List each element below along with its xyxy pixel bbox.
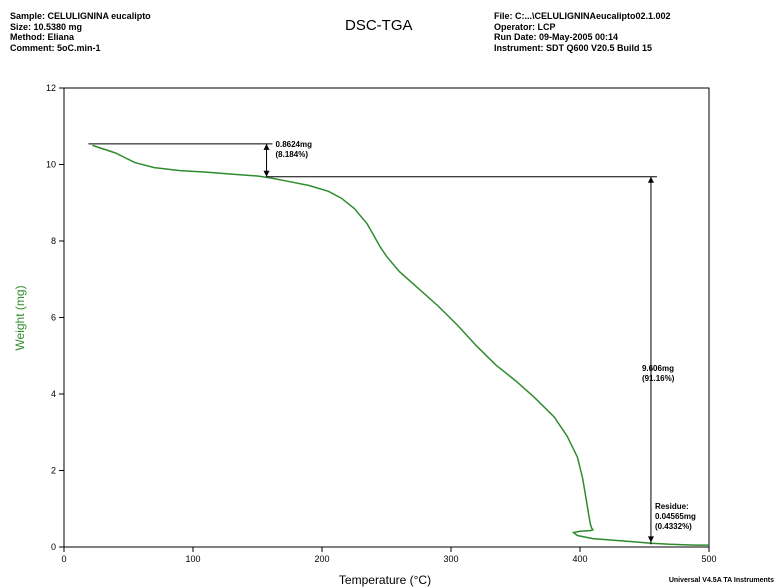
y-tick-label: 0: [51, 542, 56, 552]
operator-line: Operator: LCP: [494, 21, 556, 32]
arrow-head: [263, 170, 270, 177]
residue-label: Residue:: [655, 502, 689, 511]
method-line: Method: Eliana: [10, 32, 75, 42]
y-tick-label: 10: [46, 160, 56, 170]
step2-label: 9.606mg: [642, 364, 674, 373]
step2-label: (91.16%): [642, 374, 675, 383]
x-tick-label: 100: [185, 554, 200, 564]
x-tick-label: 500: [701, 554, 716, 564]
y-tick-label: 8: [51, 236, 56, 246]
sample-info: Sample: CELULIGNINA eucalipto Size: 10.5…: [10, 11, 151, 53]
x-tick-label: 300: [443, 554, 458, 564]
x-tick-label: 200: [314, 554, 329, 564]
step1-label: 0.8624mg: [276, 140, 313, 149]
size-line: Size: 10.5380 mg: [10, 21, 83, 32]
sample-line: Sample: CELULIGNINA eucalipto: [10, 11, 151, 21]
instrument-line: Instrument: SDT Q600 V20.5 Build 15: [494, 42, 653, 53]
residue-label: 0.04565mg: [655, 512, 696, 521]
x-axis-label: Temperature (°C): [339, 573, 431, 587]
y-axis-label: Weight (mg): [13, 285, 27, 350]
chart-title: DSC-TGA: [345, 17, 413, 34]
y-tick-label: 4: [51, 389, 56, 399]
arrow-head: [647, 536, 654, 543]
step1-label: (8.184%): [276, 150, 309, 159]
run-date-line: Run Date: 09-May-2005 00:14: [494, 32, 619, 42]
file-line: File: C:...\CELULIGNINAeucalipto02.1.002: [494, 11, 671, 21]
residue-label: (0.4332%): [655, 522, 692, 531]
y-tick-label: 2: [51, 466, 56, 476]
weight-curve: [92, 144, 709, 546]
comment-line: Comment: 5oC.min-1: [10, 42, 101, 53]
plot-area: [63, 87, 710, 548]
x-tick-label: 400: [572, 554, 587, 564]
x-tick-label: 0: [61, 554, 66, 564]
annotations: 0.8624mg(8.184%) 9.606mg(91.16%) Residue:0…: [88, 140, 696, 545]
axis-ticks: 0 100 200 300 400 500 0 2 4 6 8 10 12: [46, 83, 717, 564]
arrow-head: [647, 176, 654, 183]
y-tick-label: 6: [51, 313, 56, 323]
software-note: Universal V4.5A TA Instruments: [668, 577, 774, 584]
run-info: File: C:...\CELULIGNINAeucalipto02.1.002…: [494, 11, 671, 53]
arrow-head: [263, 143, 270, 150]
y-tick-label: 12: [46, 83, 56, 93]
